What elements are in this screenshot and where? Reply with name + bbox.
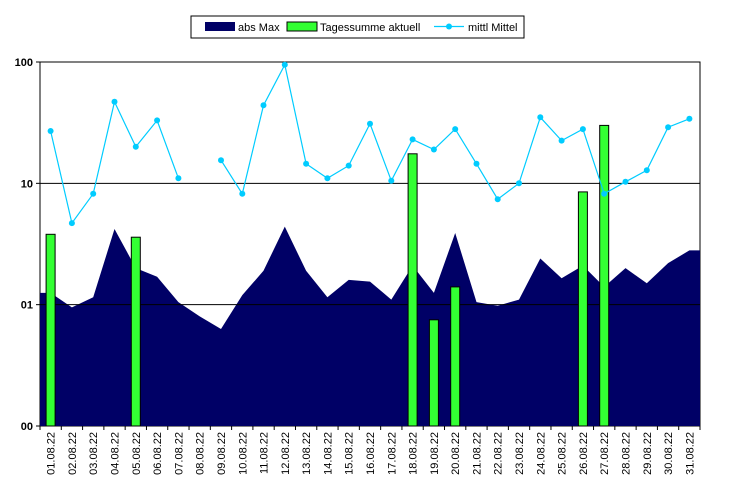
x-tick-label: 11.08.22 bbox=[259, 432, 271, 474]
x-tick-label: 26.08.22 bbox=[578, 432, 590, 475]
x-tick-label: 28.08.22 bbox=[620, 432, 632, 475]
x-tick-label: 23.08.22 bbox=[514, 432, 526, 475]
point-mittl-mittel bbox=[175, 175, 182, 182]
point-mittl-mittel bbox=[345, 162, 352, 169]
point-mittl-mittel bbox=[537, 114, 544, 121]
x-tick-label: 31.08.22 bbox=[684, 432, 696, 475]
point-mittl-mittel bbox=[90, 190, 97, 197]
x-tick-label: 17.08.22 bbox=[386, 432, 398, 475]
legend-label-mittl-mittel: mittl Mittel bbox=[468, 22, 518, 34]
bar-tagessumme bbox=[407, 153, 418, 427]
bar-tagessumme bbox=[428, 319, 439, 427]
x-tick-label: 07.08.22 bbox=[173, 432, 185, 475]
point-mittl-mittel bbox=[558, 137, 565, 144]
legend-marker-mittl-mittel bbox=[446, 23, 452, 30]
point-mittl-mittel bbox=[260, 102, 267, 109]
point-mittl-mittel bbox=[367, 120, 373, 127]
x-tick-label: 29.08.22 bbox=[642, 432, 654, 475]
y-tick-label: 10 bbox=[21, 178, 33, 190]
point-mittl-mittel bbox=[579, 126, 586, 133]
x-tick-label: 15.08.22 bbox=[344, 432, 356, 475]
point-mittl-mittel bbox=[643, 167, 650, 174]
legend-label-abs-max: abs Max bbox=[238, 22, 280, 34]
point-mittl-mittel bbox=[494, 196, 501, 203]
y-tick-label: 100 bbox=[15, 57, 33, 69]
legend: abs Max Tagessumme aktuell mittl Mittel bbox=[190, 15, 525, 39]
point-mittl-mittel bbox=[324, 175, 331, 182]
point-mittl-mittel bbox=[68, 220, 75, 227]
x-tick-label: 27.08.22 bbox=[599, 432, 611, 475]
point-mittl-mittel bbox=[388, 177, 395, 184]
x-tick-label: 24.08.22 bbox=[535, 432, 547, 475]
x-tick-label: 21.08.22 bbox=[471, 432, 483, 475]
point-mittl-mittel bbox=[516, 180, 522, 187]
point-mittl-mittel bbox=[665, 124, 672, 131]
point-mittl-mittel bbox=[303, 160, 310, 167]
x-tick-label: 10.08.22 bbox=[237, 432, 249, 475]
x-tick-label: 01.08.22 bbox=[46, 432, 58, 475]
point-mittl-mittel bbox=[132, 143, 139, 150]
bar-tagessumme bbox=[577, 191, 588, 427]
x-tick-label: 06.08.22 bbox=[152, 432, 164, 475]
bar-tagessumme bbox=[450, 286, 461, 427]
x-tick-label: 05.08.22 bbox=[131, 432, 143, 475]
bar-tagessumme bbox=[45, 233, 56, 427]
x-tick-label: 20.08.22 bbox=[450, 432, 462, 475]
x-tick-label: 12.08.22 bbox=[280, 432, 292, 475]
point-mittl-mittel bbox=[430, 146, 437, 153]
x-tick-label: 14.08.22 bbox=[322, 432, 334, 475]
legend-label-tagessumme: Tagessumme aktuell bbox=[320, 22, 420, 34]
point-mittl-mittel bbox=[239, 190, 246, 197]
point-mittl-mittel bbox=[111, 98, 118, 105]
x-tick-label: 09.08.22 bbox=[216, 432, 228, 475]
y-tick-label: 00 bbox=[21, 421, 33, 433]
legend-swatch-abs-max bbox=[205, 22, 235, 31]
bar-tagessumme bbox=[599, 124, 610, 427]
x-tick-label: 30.08.22 bbox=[663, 432, 675, 475]
point-mittl-mittel bbox=[686, 115, 693, 122]
x-tick-label: 13.08.22 bbox=[301, 432, 313, 475]
x-tick-label: 04.08.22 bbox=[110, 432, 122, 475]
x-tick-label: 25.08.22 bbox=[557, 432, 569, 475]
x-tick-label: 22.08.22 bbox=[493, 432, 505, 475]
point-mittl-mittel bbox=[218, 157, 224, 164]
series-area-abs-max bbox=[40, 226, 700, 426]
x-tick-label: 08.08.22 bbox=[195, 432, 207, 475]
point-mittl-mittel bbox=[409, 136, 416, 143]
x-tick-label: 16.08.22 bbox=[365, 432, 377, 475]
legend-box bbox=[190, 15, 525, 39]
point-mittl-mittel bbox=[154, 117, 161, 124]
bar-tagessumme bbox=[130, 236, 141, 427]
y-tick-label: 01 bbox=[21, 300, 33, 312]
point-mittl-mittel bbox=[281, 61, 288, 68]
x-tick-label: 03.08.22 bbox=[88, 432, 100, 475]
point-mittl-mittel bbox=[47, 128, 54, 134]
point-mittl-mittel bbox=[452, 126, 459, 133]
x-tick-label: 18.08.22 bbox=[408, 432, 420, 475]
x-tick-label: 19.08.22 bbox=[429, 432, 441, 475]
legend-swatch-tagessumme bbox=[286, 21, 318, 32]
x-tick-label: 02.08.22 bbox=[67, 432, 79, 475]
point-mittl-mittel bbox=[622, 178, 629, 185]
point-mittl-mittel bbox=[601, 190, 608, 197]
point-mittl-mittel bbox=[473, 160, 480, 167]
